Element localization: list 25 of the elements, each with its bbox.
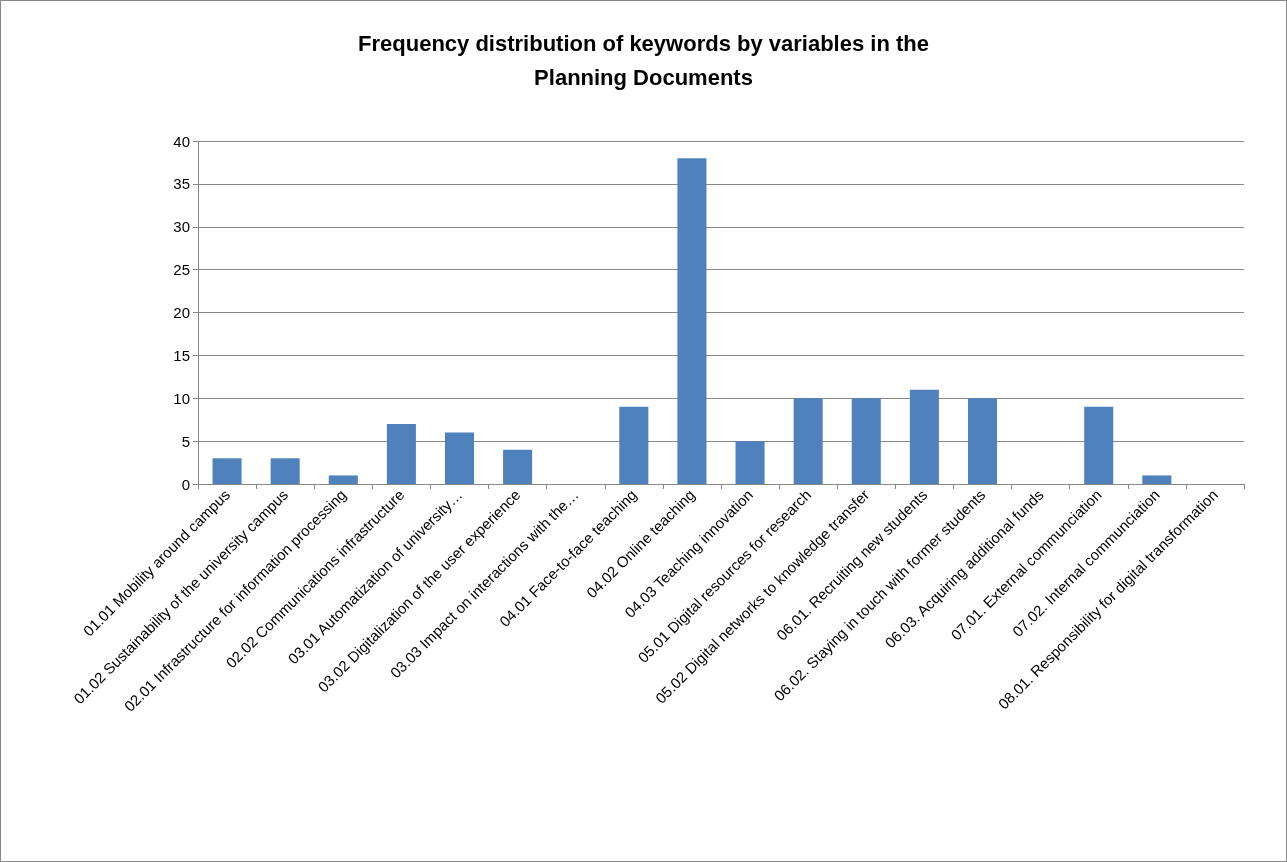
y-tick-label: 10 [173,389,190,407]
bar [735,441,765,484]
y-tick-label: 0 [181,475,190,493]
bar [1142,475,1172,484]
bar [386,423,416,484]
bar [909,389,939,484]
y-tick-label: 5 [181,432,190,450]
y-tick-label: 30 [173,218,190,236]
y-tick-label: 15 [173,346,190,364]
bar [212,458,242,484]
y-tick-label: 35 [173,175,190,193]
y-tick-label: 25 [173,261,190,279]
bar [503,449,533,484]
bar [270,458,300,484]
bar [328,475,358,484]
bar [1084,406,1114,484]
bar [677,158,707,484]
bar [444,432,475,484]
y-tick-label: 20 [173,304,190,321]
bar [619,406,649,484]
bar [967,398,998,484]
bar [851,398,881,484]
chart-title: Frequency distribution of keywords by variables in the Planning Documents [358,30,929,90]
bar [793,398,823,484]
y-tick-label: 40 [173,132,190,150]
